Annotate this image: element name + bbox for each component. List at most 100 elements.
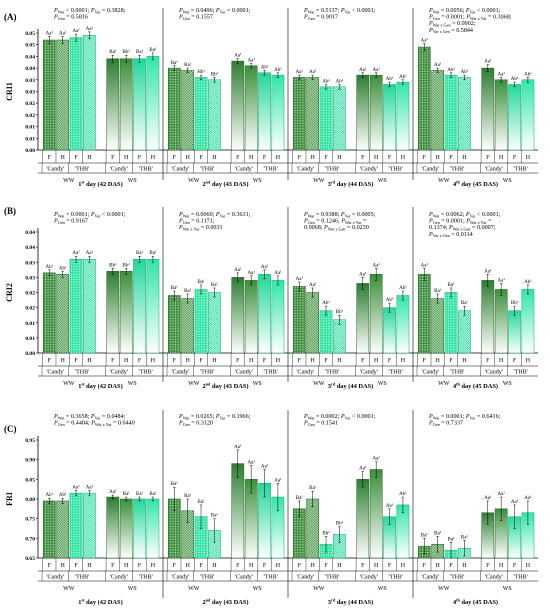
significance-letter: Ba¹ <box>136 250 144 256</box>
significance-letter: Bb¹ <box>109 262 117 268</box>
genotype-label: F <box>111 563 115 569</box>
y-tick-label: 0.80 <box>25 497 35 503</box>
genotype-label: F <box>423 358 427 364</box>
genotype-label: F <box>361 358 365 364</box>
bar <box>333 86 346 151</box>
significance-letter: Ab¹ <box>399 285 407 291</box>
bar <box>271 74 285 151</box>
day-group-1: PWat​ < 0.0001; PVar​ = 0.3828;PGen​ = 0… <box>41 8 160 188</box>
day-label: 3rd day (44 DAS) <box>328 598 374 606</box>
genotype-label: H <box>310 563 315 569</box>
y-tick-label: 0.02 <box>25 306 35 312</box>
genotype-label: F <box>48 563 52 569</box>
significance-letter: Aa¹ <box>72 28 80 34</box>
genotype-label: H <box>435 563 440 569</box>
variety-label: 'THB' <box>450 370 464 376</box>
stat-line: PWat​ < 0.0001; PVar​ = 0.3828; <box>53 8 126 14</box>
variety-label: 'THB' <box>264 167 278 173</box>
bar <box>181 70 194 151</box>
bar <box>42 500 56 559</box>
variety-label: 'Candy' <box>235 167 253 173</box>
variety-label: 'THB' <box>325 167 339 173</box>
significance-letter: Bb¹ <box>211 71 219 77</box>
bar <box>56 39 70 151</box>
bar <box>231 60 245 151</box>
y-tick-label: 0.65 <box>25 556 35 562</box>
variety-label: 'Candy' <box>235 575 253 581</box>
significance-letter: Aa¹ <box>434 62 442 68</box>
genotype-label: F <box>361 155 365 161</box>
genotype-label: H <box>374 563 379 569</box>
bar <box>319 310 333 354</box>
stat-line: PWat​ = 0.0496; PVar​ = 0.0001; <box>178 8 251 14</box>
bar <box>333 319 346 354</box>
water-label: WW <box>63 381 75 387</box>
bar <box>83 35 96 151</box>
bar <box>208 79 221 151</box>
significance-letter: Ab¹ <box>399 491 407 497</box>
significance-letter: Ba¹ <box>434 288 442 294</box>
bar <box>83 492 96 559</box>
genotype-label: F <box>388 358 392 364</box>
water-label: WS <box>378 178 387 184</box>
stat-line: PWat​ = 0.0002; PVar​ < 0.0001; <box>303 414 376 420</box>
significance-letter: Aa¹ <box>234 267 242 273</box>
genotype-label: F <box>449 155 453 161</box>
variety-label: 'THB' <box>514 370 528 376</box>
y-tick-label: 0.05 <box>25 43 35 49</box>
genotype-label: F <box>74 358 78 364</box>
bar <box>494 79 508 151</box>
water-label: WS <box>378 381 387 387</box>
bar <box>146 56 160 151</box>
significance-letter: Ba¹ <box>171 285 179 291</box>
bar <box>133 498 146 559</box>
stat-line: PGen​ = 0.9167 <box>53 219 88 225</box>
stat-line: PWat x Gen​ = 0.0902; <box>428 21 476 27</box>
bar <box>271 280 285 354</box>
genotype-label: F <box>361 563 365 569</box>
genotype-label: F <box>263 155 267 161</box>
genotype-label: F <box>236 563 240 569</box>
stat-line: PGen​ = 0.1541 <box>303 421 338 427</box>
bar <box>106 58 120 151</box>
genotype-label: H <box>87 563 92 569</box>
bar <box>396 81 410 151</box>
variety-label: 'Candy' <box>110 575 128 581</box>
y-tick-label: 0.85 <box>25 477 35 483</box>
genotype-label: F <box>138 155 142 161</box>
bar <box>167 67 181 151</box>
stat-line: PGen​ = 0.0001; PWat x Var​ = 0.3068; <box>428 15 512 21</box>
stat-line: PGen​ = 0.1557 <box>178 15 213 21</box>
significance-letter: Ba¹ <box>434 530 442 536</box>
y-tick-label: 0.02 <box>25 101 35 107</box>
genotype-label: F <box>324 563 328 569</box>
significance-letter: Ba¹ <box>448 536 456 542</box>
bar <box>292 77 306 151</box>
significance-letter: Aa¹ <box>359 67 367 73</box>
stat-line: PGen​ = 0.0001; PWat x Var​ = <box>428 219 492 225</box>
significance-letter: Aa¹ <box>359 465 367 471</box>
significance-letter: Bb¹ <box>122 49 130 55</box>
significance-letter: Ba¹ <box>171 60 179 66</box>
significance-letter: Ba¹ <box>149 491 157 497</box>
bar <box>494 289 508 354</box>
significance-letter: Aa¹ <box>109 489 117 495</box>
genotype-label: F <box>111 155 115 161</box>
genotype-label: H <box>151 358 156 364</box>
variety-label: 'THB' <box>139 370 153 376</box>
genotype-label: H <box>124 358 129 364</box>
genotype-label: F <box>298 563 302 569</box>
water-label: WS <box>128 586 137 592</box>
genotype-label: H <box>401 358 406 364</box>
significance-letter: Aa¹ <box>274 270 282 276</box>
genotype-label: H <box>310 155 315 161</box>
bar <box>133 258 146 354</box>
bar <box>106 271 120 354</box>
water-label: WW <box>188 178 200 184</box>
significance-letter: Hb¹ <box>197 69 205 75</box>
bar <box>167 295 181 354</box>
y-tick-label: 0.05 <box>25 31 35 37</box>
variety-label: 'Candy' <box>46 575 64 581</box>
genotype-label: F <box>324 358 328 364</box>
